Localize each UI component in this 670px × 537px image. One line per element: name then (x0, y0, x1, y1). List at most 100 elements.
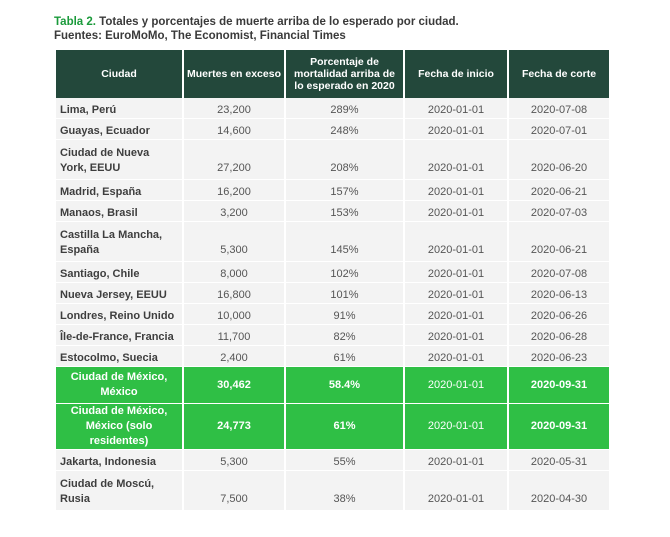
cell-ciudad: Manaos, Brasil (56, 201, 182, 222)
cell-fecha-corte: 2020-05-31 (509, 450, 609, 471)
cell-ciudad: Lima, Perú (56, 98, 182, 119)
cell-porcentaje: 61% (286, 346, 403, 367)
cell-fecha-inicio: 2020-01-01 (405, 304, 507, 325)
cell-porcentaje: 153% (286, 201, 403, 222)
cell-ciudad: Guayas, Ecuador (56, 119, 182, 140)
cell-porcentaje: 55% (286, 450, 403, 471)
cell-fecha-corte: 2020-06-13 (509, 283, 609, 304)
cell-fecha-inicio: 2020-01-01 (405, 140, 507, 180)
cell-ciudad: Londres, Reino Unido (56, 304, 182, 325)
cell-ciudad: Jakarta, Indonesia (56, 450, 182, 471)
table-row: Guayas, Ecuador 14,600 248% 2020-01-01 2020-… (56, 119, 609, 140)
cell-muertes: 7,500 (184, 471, 284, 511)
header-fecha-corte: Fecha de corte (509, 50, 609, 98)
cell-fecha-inicio: 2020-01-01 (405, 119, 507, 140)
cell-fecha-corte: 2020-04-30 (509, 471, 609, 511)
cell-fecha-inicio: 2020-01-01 (405, 404, 507, 450)
cell-fecha-corte: 2020-09-31 (509, 404, 609, 450)
cell-fecha-corte: 2020-06-28 (509, 325, 609, 346)
table-row: Jakarta, Indonesia 5,300 55% 2020-01-01 2020… (56, 450, 609, 471)
table-row: Estocolmo, Suecia 2,400 61% 2020-01-01 2020-… (56, 346, 609, 367)
cell-muertes: 30,462 (184, 367, 284, 404)
cell-muertes: 27,200 (184, 140, 284, 180)
table-row: Ciudad de México, México 30,462 58.4% 2020-… (56, 367, 609, 404)
cell-fecha-corte: 2020-07-01 (509, 119, 609, 140)
table-row: Nueva Jersey, EEUU 16,800 101% 2020-01-01 20… (56, 283, 609, 304)
cell-fecha-inicio: 2020-01-01 (405, 367, 507, 404)
cell-fecha-corte: 2020-06-23 (509, 346, 609, 367)
cell-fecha-corte: 2020-06-21 (509, 222, 609, 262)
cell-ciudad: Ciudad de México, México (56, 367, 182, 404)
caption-title-line: Tabla 2. Totales y porcentajes de muerte… (54, 15, 459, 29)
cell-porcentaje: 61% (286, 404, 403, 450)
cell-fecha-inicio: 2020-01-01 (405, 283, 507, 304)
cell-muertes: 24,773 (184, 404, 284, 450)
table-row: Santiago, Chile 8,000 102% 2020-01-01 2020-0… (56, 262, 609, 283)
table-row: Ciudad de Moscú, Rusia 7,500 38% 2020-01-01… (56, 471, 609, 511)
cell-porcentaje: 208% (286, 140, 403, 180)
cell-ciudad: Île-de-France, Francia (56, 325, 182, 346)
cell-porcentaje: 157% (286, 180, 403, 201)
cell-fecha-corte: 2020-06-20 (509, 140, 609, 180)
cell-fecha-corte: 2020-07-03 (509, 201, 609, 222)
cell-fecha-inicio: 2020-01-01 (405, 325, 507, 346)
cell-fecha-inicio: 2020-01-01 (405, 98, 507, 119)
cell-porcentaje: 248% (286, 119, 403, 140)
cell-fecha-corte: 2020-07-08 (509, 262, 609, 283)
cell-muertes: 5,300 (184, 450, 284, 471)
cell-ciudad: Estocolmo, Suecia (56, 346, 182, 367)
table-header-row: Ciudad Muertes en exceso Porcentaje de m… (56, 50, 609, 98)
cell-porcentaje: 58.4% (286, 367, 403, 404)
cell-fecha-inicio: 2020-01-01 (405, 471, 507, 511)
caption-tag: Tabla 2. (54, 16, 96, 28)
cell-porcentaje: 38% (286, 471, 403, 511)
header-muertes: Muertes en exceso (184, 50, 284, 98)
cell-fecha-corte: 2020-06-26 (509, 304, 609, 325)
cell-porcentaje: 82% (286, 325, 403, 346)
cell-ciudad: Ciudad de Nueva York, EEUU (56, 140, 182, 180)
cell-muertes: 16,200 (184, 180, 284, 201)
cell-fecha-inicio: 2020-01-01 (405, 201, 507, 222)
cell-muertes: 23,200 (184, 98, 284, 119)
cell-muertes: 3,200 (184, 201, 284, 222)
cell-porcentaje: 101% (286, 283, 403, 304)
caption-sources: Fuentes: EuroMoMo, The Economist, Financ… (54, 30, 346, 42)
cell-fecha-inicio: 2020-01-01 (405, 262, 507, 283)
cell-ciudad: Madrid, España (56, 180, 182, 201)
cell-porcentaje: 102% (286, 262, 403, 283)
cell-fecha-corte: 2020-06-21 (509, 180, 609, 201)
table-row: Ciudad de México, México (solo residente… (56, 404, 609, 450)
cell-fecha-inicio: 2020-01-01 (405, 222, 507, 262)
cell-muertes: 2,400 (184, 346, 284, 367)
table-row: Île-de-France, Francia 11,700 82% 2020-01-0… (56, 325, 609, 346)
caption-title: Totales y porcentajes de muerte arriba d… (95, 16, 459, 28)
cell-porcentaje: 145% (286, 222, 403, 262)
cell-ciudad: Castilla La Mancha, España (56, 222, 182, 262)
header-ciudad: Ciudad (56, 50, 182, 98)
cell-muertes: 16,800 (184, 283, 284, 304)
cell-muertes: 11,700 (184, 325, 284, 346)
cell-ciudad: Ciudad de México, México (solo residente… (56, 404, 182, 450)
cell-muertes: 14,600 (184, 119, 284, 140)
cell-ciudad: Nueva Jersey, EEUU (56, 283, 182, 304)
table-row: Ciudad de Nueva York, EEUU 27,200 208% 2020… (56, 140, 609, 180)
cell-ciudad: Santiago, Chile (56, 262, 182, 283)
cell-fecha-inicio: 2020-01-01 (405, 346, 507, 367)
cell-fecha-inicio: 2020-01-01 (405, 450, 507, 471)
cell-muertes: 5,300 (184, 222, 284, 262)
table-row: Lima, Perú 23,200 289% 2020-01-01 2020-07-08 (56, 98, 609, 119)
cell-ciudad: Ciudad de Moscú, Rusia (56, 471, 182, 511)
header-porcentaje: Porcentaje de mortalidad arriba de lo es… (286, 50, 403, 98)
cell-porcentaje: 91% (286, 304, 403, 325)
cell-fecha-corte: 2020-07-08 (509, 98, 609, 119)
table-row: Manaos, Brasil 3,200 153% 2020-01-01 2020-07… (56, 201, 609, 222)
header-fecha-inicio: Fecha de inicio (405, 50, 507, 98)
table-row: Castilla La Mancha, España 5,300 145% 2020-… (56, 222, 609, 262)
cell-fecha-corte: 2020-09-31 (509, 367, 609, 404)
table-body: Lima, Perú 23,200 289% 2020-01-01 2020-07-08… (56, 98, 609, 511)
cell-fecha-inicio: 2020-01-01 (405, 180, 507, 201)
table-row: Londres, Reino Unido 10,000 91% 2020-01-01 2… (56, 304, 609, 325)
cell-muertes: 8,000 (184, 262, 284, 283)
cell-porcentaje: 289% (286, 98, 403, 119)
mortality-table: Ciudad Muertes en exceso Porcentaje de m… (54, 50, 611, 511)
